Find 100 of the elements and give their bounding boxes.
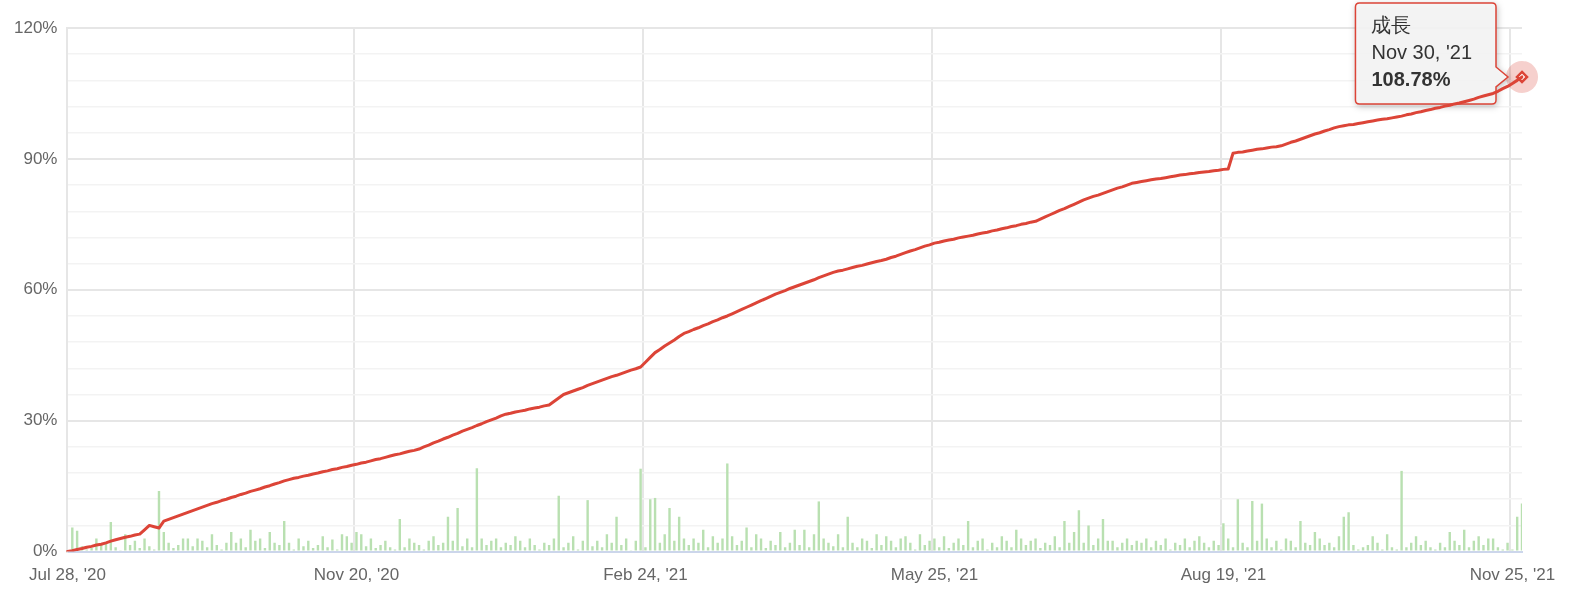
y-tick-label: 120% [14, 17, 58, 37]
bar [938, 547, 941, 551]
annotation: 成長 Nov 30, '21 108.78% [1371, 14, 1472, 91]
bar [1270, 547, 1273, 551]
x-tick-label: Jul 28, '20 [29, 565, 106, 585]
bar [297, 538, 300, 551]
bar [90, 548, 93, 551]
bar [1149, 547, 1153, 551]
bar [1429, 547, 1432, 551]
y-tick-label: 0% [32, 541, 58, 561]
bar [1376, 542, 1379, 551]
bar [499, 547, 503, 551]
bar [331, 539, 334, 551]
bar [832, 546, 835, 551]
bar [764, 548, 768, 551]
bar [687, 545, 690, 551]
bar [586, 500, 589, 551]
bar [615, 516, 618, 551]
bar [456, 507, 459, 551]
bar [899, 538, 902, 551]
bar [408, 538, 411, 551]
bar [403, 547, 406, 551]
bar [1140, 542, 1143, 551]
bar [1371, 536, 1374, 551]
bar [1347, 512, 1350, 551]
bar [254, 540, 257, 551]
bar [143, 538, 146, 551]
bar [191, 546, 194, 551]
bar [128, 545, 132, 551]
bar [909, 542, 912, 551]
bar [1400, 470, 1403, 551]
bar [971, 547, 975, 551]
bar [1332, 547, 1336, 551]
bar [148, 546, 151, 551]
bar [1178, 545, 1182, 551]
bar [1241, 542, 1244, 551]
bar [509, 545, 512, 551]
bar [533, 545, 536, 551]
bar [1482, 545, 1485, 551]
bar [388, 547, 392, 551]
bar [1458, 545, 1461, 551]
bar [1246, 547, 1249, 551]
x-tick-label: Nov 20, '20 [313, 565, 400, 585]
bar [1506, 542, 1509, 551]
bar [957, 538, 960, 551]
bar [138, 548, 141, 551]
bar [1048, 545, 1052, 551]
bar [1063, 521, 1066, 551]
bar [870, 548, 874, 551]
y-tick-label: 60% [23, 279, 58, 299]
bar [1111, 540, 1114, 551]
bar [215, 545, 218, 551]
bar [1361, 547, 1365, 551]
bar [1034, 538, 1037, 551]
bar [1024, 545, 1028, 551]
bar [1039, 548, 1042, 551]
bar [726, 463, 729, 551]
bar [894, 547, 898, 551]
bar [644, 547, 647, 551]
bar [114, 547, 117, 551]
bar [783, 547, 787, 551]
bar [523, 547, 527, 551]
bar [673, 540, 676, 551]
bar [803, 529, 806, 551]
bar [1352, 545, 1355, 551]
bar [1308, 545, 1312, 551]
bar [904, 536, 907, 551]
bar [1390, 547, 1394, 551]
bar [822, 538, 825, 551]
bar [514, 536, 517, 551]
bar [196, 538, 199, 551]
bar [71, 527, 74, 551]
bar [562, 547, 565, 551]
bar [547, 545, 551, 551]
bar [933, 538, 936, 551]
bar [1231, 547, 1235, 551]
bar [995, 547, 999, 551]
y-tick-label: 30% [23, 410, 58, 430]
bar [721, 538, 724, 551]
bar [355, 531, 358, 551]
bar [1328, 542, 1331, 551]
bar [1419, 545, 1423, 551]
bar [461, 546, 464, 551]
bar [769, 540, 772, 551]
bar [798, 545, 801, 551]
bar [205, 547, 209, 551]
bar [167, 542, 170, 551]
x-tick-label: Nov 25, '21 [1469, 565, 1556, 585]
bar [1005, 540, 1008, 551]
bar [591, 546, 594, 551]
bar [947, 548, 951, 551]
bar [1087, 525, 1090, 551]
bar [716, 542, 719, 551]
bar [273, 542, 276, 551]
bar [302, 546, 305, 551]
bar [384, 540, 387, 551]
bar [856, 547, 859, 551]
bar [1424, 540, 1427, 551]
bar [692, 538, 695, 551]
bar [880, 545, 883, 551]
